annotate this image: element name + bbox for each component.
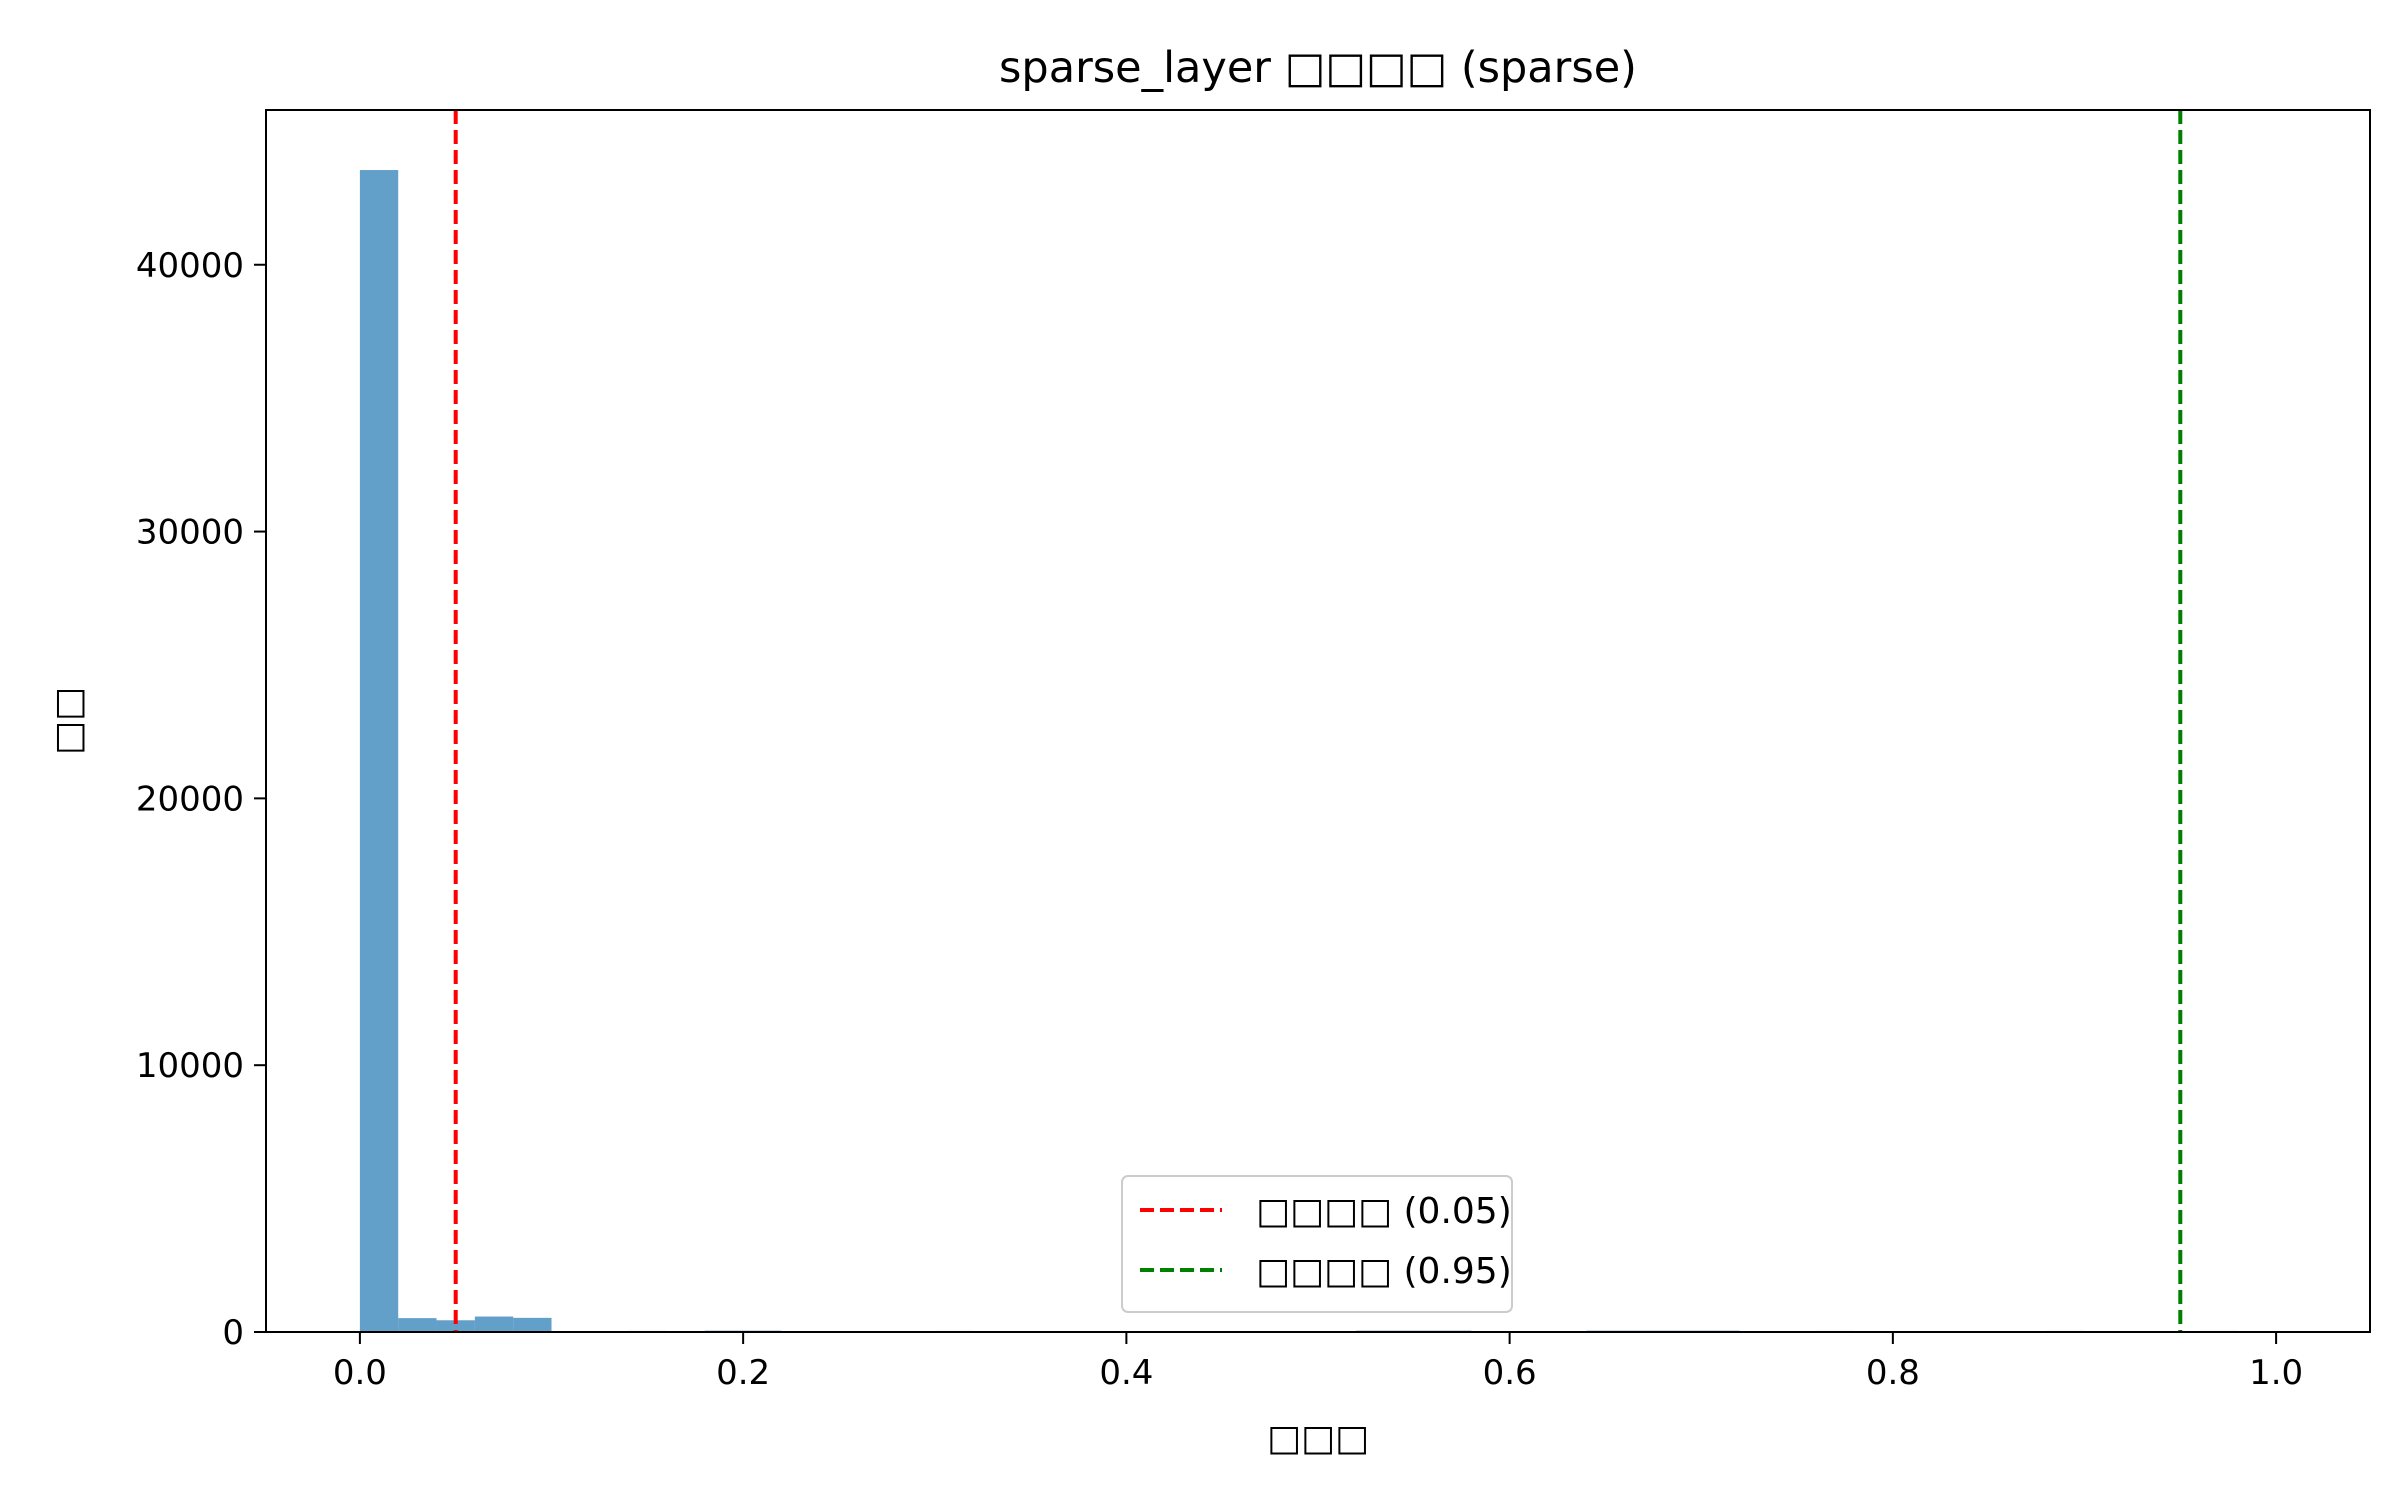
y-axis-label: □□ [48,687,89,755]
histogram-bar-4 [513,1317,552,1332]
histogram-bar-3 [474,1316,514,1332]
x-tick-label: 0.4 [1099,1353,1153,1393]
legend-box [1121,1175,1513,1313]
x-tick-label: 0.8 [1866,1353,1920,1393]
y-axis-ticks: 0 10000 20000 30000 40000 [136,246,266,1353]
x-tick-label: 0.0 [333,1353,387,1393]
x-axis-label: □□□ [1267,1418,1369,1459]
histogram-bar-2 [436,1320,475,1332]
y-tick-label: 30000 [136,513,244,553]
legend-label-upper-threshold: □□□□ (0.95) [1256,1251,1512,1292]
plot-area-frame [265,109,2371,1333]
x-tick-label: 1.0 [2249,1353,2303,1393]
legend: □□□□ (0.05) □□□□ (0.95) [1121,1175,1513,1313]
x-axis-ticks: 0.0 0.2 0.4 0.6 0.8 1.0 [333,1332,2303,1393]
y-tick-label: 20000 [136,779,244,819]
y-tick-label: 0 [222,1313,244,1353]
y-tick-label: 40000 [136,246,244,286]
x-tick-label: 0.2 [716,1353,770,1393]
histogram-bar-0 [359,170,399,1333]
chart-title: sparse_layer □□□□ (sparse) [999,43,1637,93]
x-tick-label: 0.6 [1483,1353,1537,1393]
legend-label-lower-threshold: □□□□ (0.05) [1256,1191,1512,1232]
reference-lines [453,110,2183,1332]
histogram-bar-1 [398,1318,437,1332]
y-tick-label: 10000 [136,1046,244,1086]
